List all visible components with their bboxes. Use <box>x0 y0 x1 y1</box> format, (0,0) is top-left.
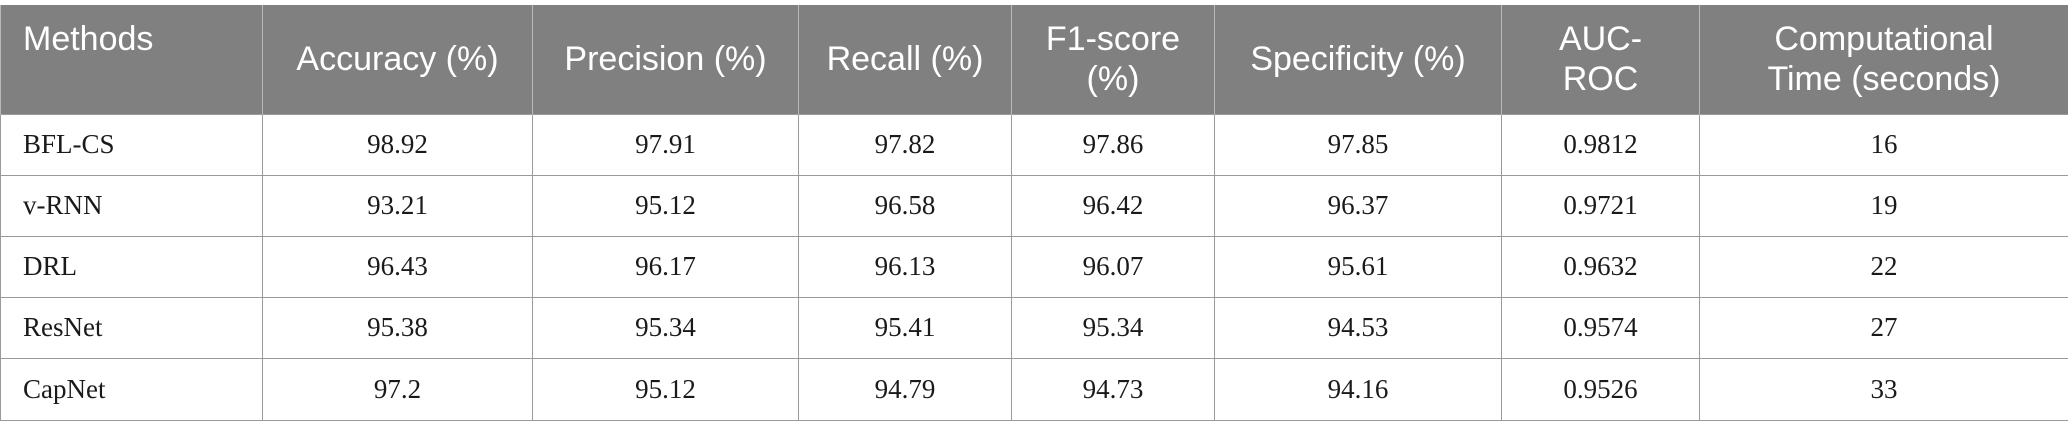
accuracy-cell: 98.92 <box>262 113 533 176</box>
header-f1-score: F1-score (%) <box>1011 5 1215 114</box>
recall-cell: 95.41 <box>798 296 1012 359</box>
precision-cell: 96.17 <box>532 235 799 298</box>
accuracy-cell: 97.2 <box>262 357 533 421</box>
computational-time-cell: 22 <box>1699 235 2068 298</box>
recall-cell: 94.79 <box>798 357 1012 421</box>
header-specificity: Specificity (%) <box>1214 5 1502 114</box>
f1-score-cell: 95.34 <box>1011 296 1215 359</box>
table-row: DRL 96.43 96.17 96.13 96.07 95.61 0.9632… <box>0 235 2068 298</box>
comparison-table: Methods Accuracy (%) Precision (%) Recal… <box>0 5 2068 421</box>
computational-time-cell: 33 <box>1699 357 2068 421</box>
header-auc-roc: AUC-ROC <box>1501 5 1700 114</box>
auc-roc-cell: 0.9721 <box>1501 174 1700 237</box>
specificity-cell: 96.37 <box>1214 174 1502 237</box>
specificity-cell: 95.61 <box>1214 235 1502 298</box>
precision-cell: 95.12 <box>532 174 799 237</box>
header-accuracy: Accuracy (%) <box>262 5 533 114</box>
header-row: Methods Accuracy (%) Precision (%) Recal… <box>0 5 2068 114</box>
method-cell: DRL <box>0 235 263 298</box>
computational-time-cell: 16 <box>1699 113 2068 176</box>
method-cell: v-RNN <box>0 174 263 237</box>
f1-score-cell: 94.73 <box>1011 357 1215 421</box>
specificity-cell: 94.53 <box>1214 296 1502 359</box>
table-row: ResNet 95.38 95.34 95.41 95.34 94.53 0.9… <box>0 296 2068 359</box>
f1-score-cell: 97.86 <box>1011 113 1215 176</box>
method-cell: ResNet <box>0 296 263 359</box>
accuracy-cell: 93.21 <box>262 174 533 237</box>
specificity-cell: 97.85 <box>1214 113 1502 176</box>
f1-score-cell: 96.07 <box>1011 235 1215 298</box>
recall-cell: 96.58 <box>798 174 1012 237</box>
recall-cell: 96.13 <box>798 235 1012 298</box>
precision-cell: 95.12 <box>532 357 799 421</box>
auc-roc-cell: 0.9574 <box>1501 296 1700 359</box>
computational-time-cell: 27 <box>1699 296 2068 359</box>
table-row: BFL-CS 98.92 97.91 97.82 97.86 97.85 0.9… <box>0 113 2068 176</box>
computational-time-cell: 19 <box>1699 174 2068 237</box>
table-row: CapNet 97.2 95.12 94.79 94.73 94.16 0.95… <box>0 357 2068 421</box>
auc-roc-cell: 0.9812 <box>1501 113 1700 176</box>
auc-roc-cell: 0.9526 <box>1501 357 1700 421</box>
specificity-cell: 94.16 <box>1214 357 1502 421</box>
precision-cell: 97.91 <box>532 113 799 176</box>
recall-cell: 97.82 <box>798 113 1012 176</box>
header-computational-time: Computational Time (seconds) <box>1699 5 2068 114</box>
auc-roc-cell: 0.9632 <box>1501 235 1700 298</box>
header-recall: Recall (%) <box>798 5 1012 114</box>
precision-cell: 95.34 <box>532 296 799 359</box>
header-methods: Methods <box>0 5 263 114</box>
method-cell: BFL-CS <box>0 113 263 176</box>
header-precision: Precision (%) <box>532 5 799 114</box>
accuracy-cell: 96.43 <box>262 235 533 298</box>
table-row: v-RNN 93.21 95.12 96.58 96.42 96.37 0.97… <box>0 174 2068 237</box>
method-cell: CapNet <box>0 357 263 421</box>
accuracy-cell: 95.38 <box>262 296 533 359</box>
f1-score-cell: 96.42 <box>1011 174 1215 237</box>
